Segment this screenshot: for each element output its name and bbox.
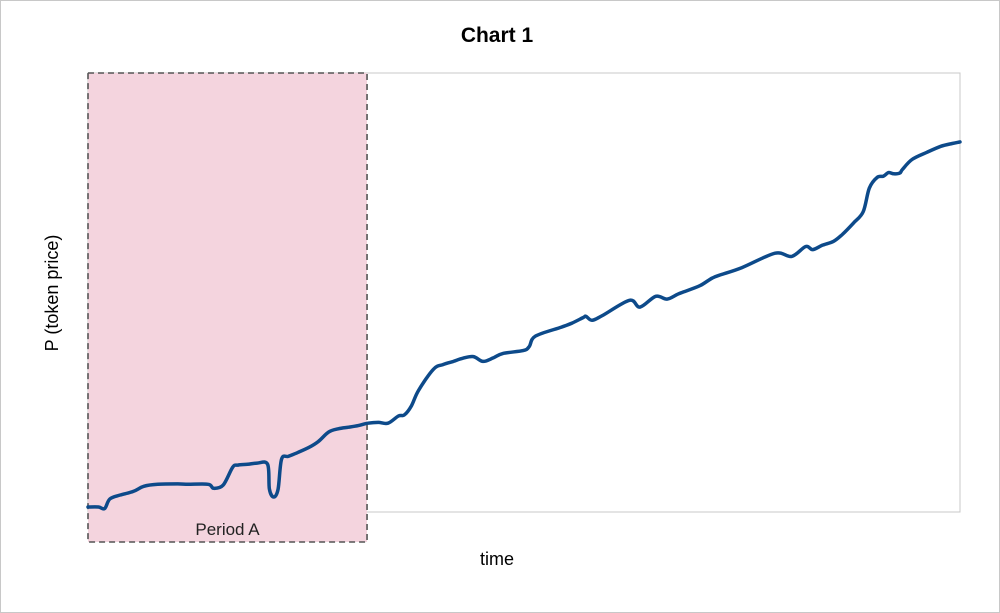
highlight-label: Period A xyxy=(195,520,260,539)
series-line xyxy=(86,140,962,511)
x-axis-label: time xyxy=(480,549,514,569)
chart-title: Chart 1 xyxy=(461,24,534,47)
y-axis-label: P (token price) xyxy=(42,235,62,352)
highlight-region xyxy=(87,72,368,543)
